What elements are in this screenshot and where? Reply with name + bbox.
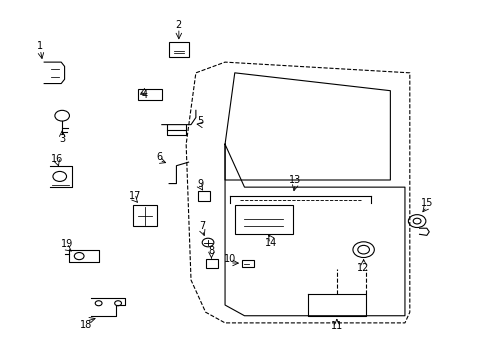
Text: 14: 14: [264, 238, 277, 248]
Text: 10: 10: [224, 254, 236, 264]
Bar: [169, 42, 188, 57]
Text: 1: 1: [37, 41, 43, 51]
Text: 3: 3: [59, 134, 65, 144]
Text: 13: 13: [289, 175, 301, 185]
Text: 11: 11: [330, 321, 342, 332]
Bar: [198, 191, 210, 202]
Text: 19: 19: [61, 239, 73, 249]
Bar: [234, 205, 292, 234]
Text: 4: 4: [142, 90, 147, 100]
Text: 8: 8: [208, 247, 214, 256]
Bar: [132, 205, 157, 226]
Text: 18: 18: [80, 320, 92, 330]
Text: 17: 17: [129, 191, 141, 201]
Bar: [205, 258, 217, 267]
Text: 7: 7: [199, 221, 205, 231]
Text: 16: 16: [51, 154, 63, 163]
Text: 2: 2: [175, 19, 182, 30]
Text: 5: 5: [197, 116, 203, 126]
Bar: [242, 260, 254, 267]
Text: 6: 6: [156, 152, 162, 162]
Text: 15: 15: [420, 198, 432, 208]
Text: 9: 9: [197, 179, 203, 189]
Text: 12: 12: [357, 262, 369, 273]
Bar: [137, 89, 162, 100]
